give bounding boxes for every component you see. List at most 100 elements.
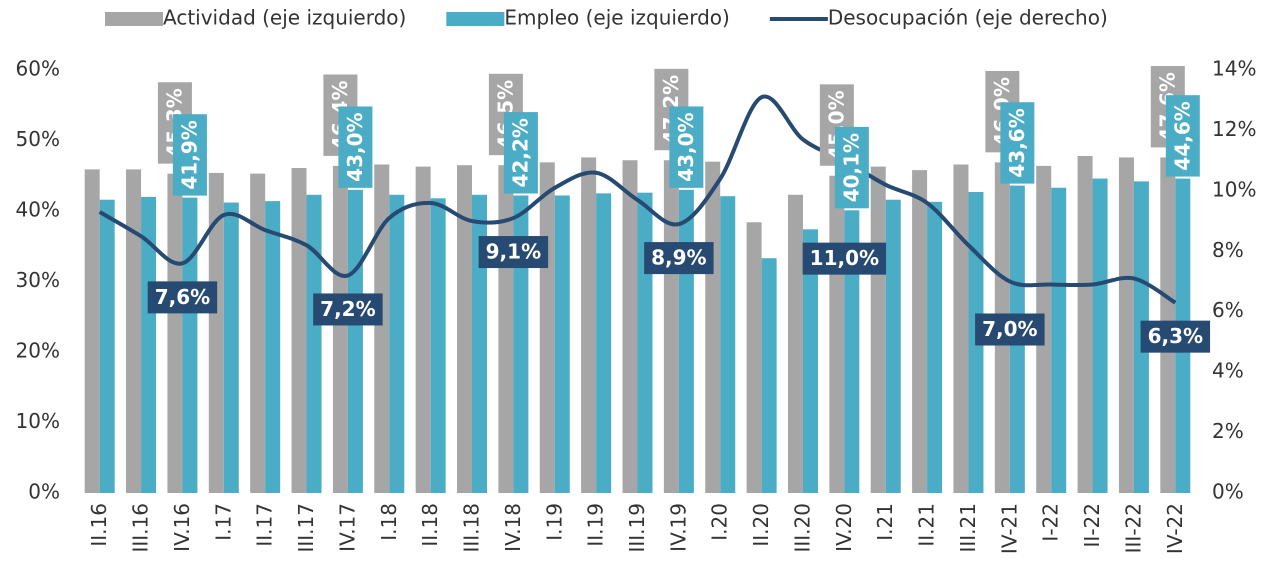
bar [126, 169, 142, 493]
y2-tick-label: 4% [1212, 359, 1244, 383]
bar [1118, 157, 1134, 494]
x-tick-label: I.20 [708, 503, 732, 541]
y2-tick-label: 14% [1212, 57, 1256, 81]
data-label-text: 40,1% [839, 133, 863, 202]
data-label-text: 44,6% [1170, 101, 1194, 170]
bar [415, 166, 431, 493]
bar [927, 201, 943, 493]
x-tick-label: II.21 [915, 503, 939, 547]
legend-label: Desocupación (eje derecho) [828, 6, 1108, 30]
data-label-text: 7,2% [320, 297, 375, 321]
label-box [338, 106, 373, 188]
data-label: 41,9% [172, 114, 207, 196]
x-tick-label: II.18 [418, 503, 442, 547]
y2-tick-label: 0% [1212, 480, 1244, 504]
bar [208, 172, 224, 493]
data-label-text: 42,2% [508, 118, 532, 187]
data-label-text: 6,3% [1148, 324, 1203, 348]
legend-swatch [105, 12, 163, 26]
data-label: 42,2% [503, 112, 538, 194]
bar [622, 160, 638, 494]
y2-tick-label: 6% [1212, 298, 1244, 322]
data-label-text: 41,9% [177, 120, 201, 189]
data-label-text: 11,0% [810, 246, 879, 270]
data-label-text: 43,6% [1005, 108, 1029, 177]
bar [1092, 178, 1108, 493]
data-label-text: 7,0% [982, 317, 1037, 341]
label-box [802, 242, 887, 275]
data-label: 43,0% [338, 106, 373, 188]
x-tick-label: III.21 [956, 503, 980, 553]
bar [802, 229, 818, 493]
x-tick-label: III.16 [129, 503, 153, 553]
label-box [172, 114, 207, 196]
bar [472, 194, 488, 493]
label-box [975, 313, 1045, 346]
bar [1077, 156, 1093, 493]
bar [291, 167, 307, 493]
bar [596, 193, 612, 493]
x-tick-label: I.18 [377, 503, 401, 541]
bar [912, 170, 928, 494]
legend-label: Empleo (eje izquierdo) [504, 6, 730, 30]
x-tick-label: II.17 [253, 503, 277, 547]
label-box [1140, 320, 1211, 353]
data-label-text: 9,1% [486, 240, 541, 264]
bar [746, 222, 762, 493]
data-label: 44,6% [1165, 95, 1200, 177]
bar [663, 160, 679, 494]
data-label-text: 43,0% [343, 112, 367, 181]
bar [844, 210, 860, 494]
bar [829, 175, 845, 493]
bar [885, 199, 901, 493]
y-tick-label: 40% [16, 198, 60, 222]
x-tick-label: II.16 [87, 503, 111, 547]
bar [554, 195, 570, 494]
bar [223, 202, 239, 494]
bar [870, 166, 886, 493]
line [98, 94, 1177, 305]
y2-tick-label: 12% [1212, 117, 1256, 141]
x-tick-label: I-22 [1039, 503, 1063, 542]
bar [581, 157, 597, 494]
data-label: 40,1% [834, 126, 869, 209]
x-tick-label: II-22 [1080, 503, 1104, 547]
y-tick-label: 30% [16, 268, 60, 292]
x-tick-label: IV.17 [335, 503, 359, 552]
label-box [503, 112, 538, 194]
bar [513, 195, 529, 494]
x-tick-label: IV-21 [997, 503, 1021, 554]
bar [306, 194, 322, 493]
bar [720, 196, 736, 493]
label-box [669, 106, 704, 188]
data-label: 43,6% [1000, 102, 1035, 184]
x-tick-label: III-22 [1121, 503, 1145, 553]
y-tick-label: 10% [16, 409, 60, 433]
bar [761, 258, 777, 493]
x-tick-label: III.17 [294, 503, 318, 553]
x-tick-label: IV-22 [1163, 503, 1187, 554]
label-box [644, 242, 714, 275]
y-tick-label: 60% [16, 57, 60, 81]
bar [430, 198, 446, 493]
y2-tick-label: 10% [1212, 177, 1256, 201]
x-tick-label: I.19 [542, 503, 566, 541]
bar [265, 201, 281, 493]
bar [457, 165, 473, 494]
bar [678, 189, 694, 493]
x-tick-label: I.17 [211, 503, 235, 541]
bar [389, 194, 405, 493]
data-label: 43,0% [669, 106, 704, 188]
bar [167, 173, 183, 493]
legend-label: Actividad (eje izquierdo) [163, 6, 406, 30]
y-tick-label: 0% [28, 480, 60, 504]
bar [141, 196, 157, 493]
x-tick-label: IV.16 [170, 503, 194, 552]
x-tick-label: IV.19 [666, 503, 690, 552]
bar [953, 164, 969, 493]
x-tick-label: I.21 [873, 503, 897, 541]
y2-tick-label: 2% [1212, 419, 1244, 443]
label-box [478, 236, 549, 269]
label-box [147, 281, 218, 314]
legend-swatch [446, 12, 505, 26]
